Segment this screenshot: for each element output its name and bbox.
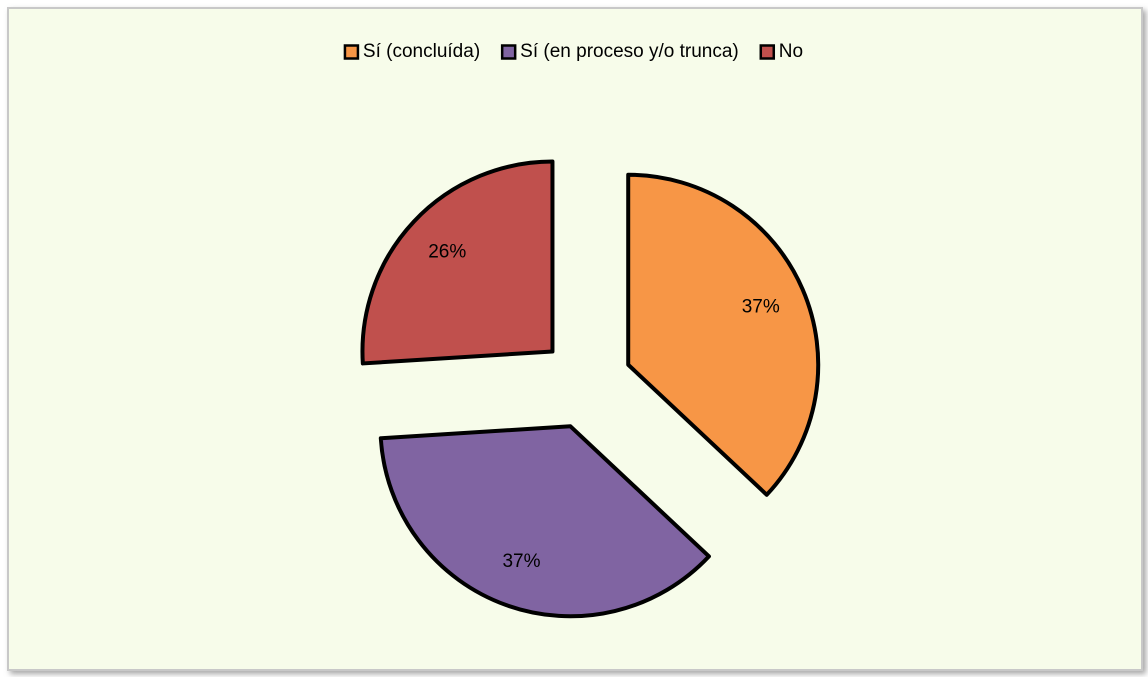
legend-swatch (500, 44, 517, 60)
pie-slice (378, 424, 711, 619)
legend-label: No (779, 41, 803, 62)
legend-label: Sí (en proceso y/o trunca) (520, 41, 739, 62)
data-label: 26% (428, 242, 466, 263)
pie-slice (360, 159, 555, 366)
legend-swatch (343, 44, 360, 60)
data-label: 37% (742, 296, 780, 317)
pie-slice (626, 172, 821, 497)
legend: Sí (concluída) Sí (en proceso y/o trunca)… (343, 41, 803, 62)
data-label: 37% (502, 551, 540, 572)
legend-swatch (759, 44, 776, 60)
legend-label: Sí (concluída) (363, 41, 480, 62)
pie: 37% 37% 26% (360, 159, 821, 619)
